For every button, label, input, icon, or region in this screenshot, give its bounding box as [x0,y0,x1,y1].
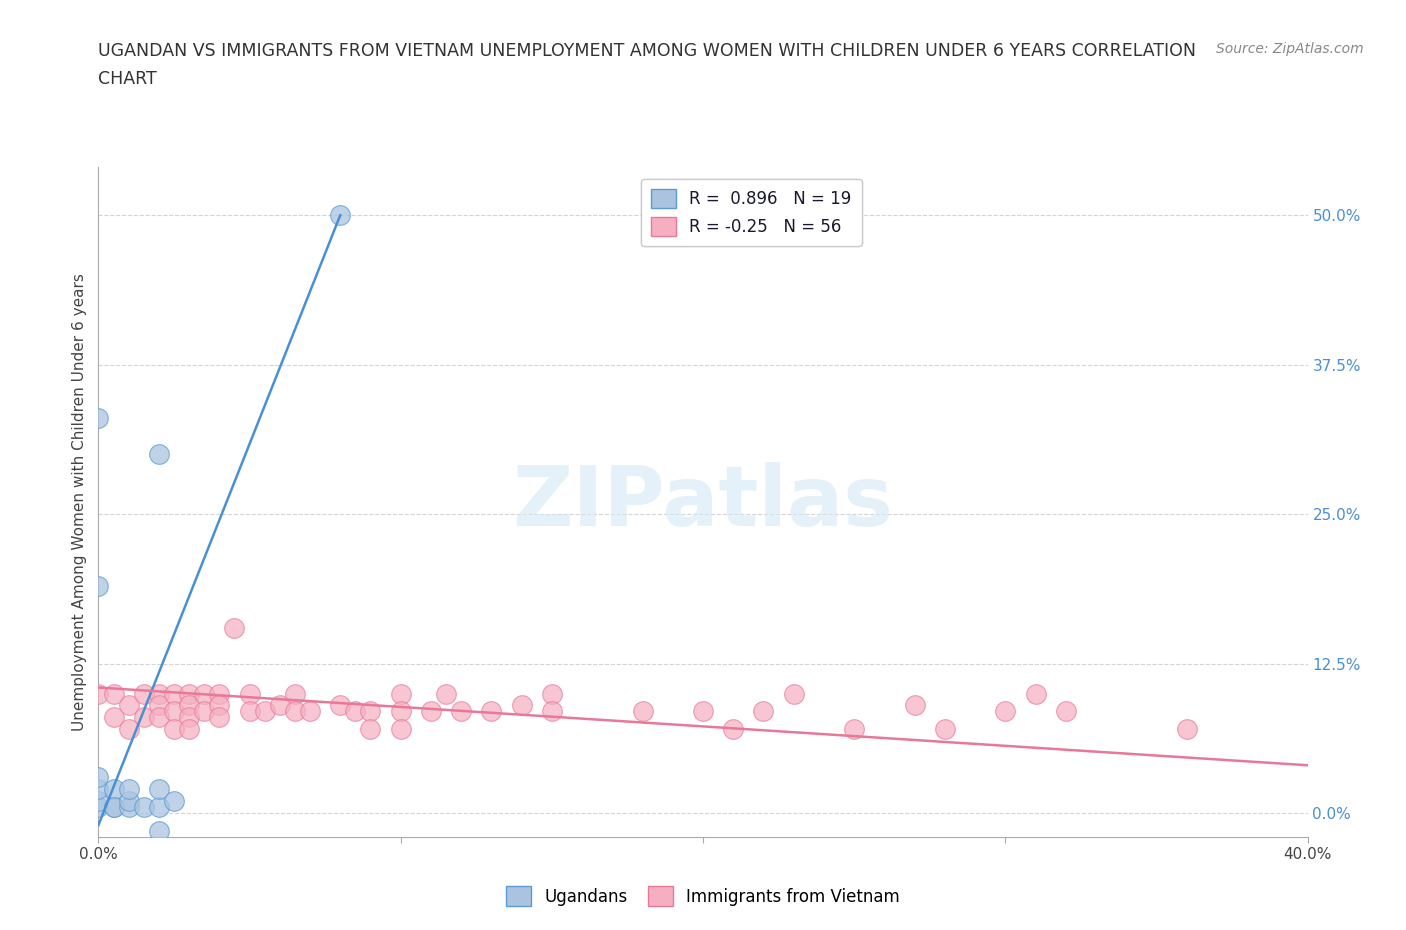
Point [208,686,231,701]
Point [224,620,246,635]
Point [239,686,262,701]
Point [269,698,291,713]
Point [510,698,533,713]
Point [177,710,201,724]
Point [253,704,276,719]
Point [419,704,441,719]
Point [118,722,141,737]
Point [148,824,170,839]
Point [360,722,382,737]
Point [481,704,503,719]
Point [360,704,382,719]
Point [118,793,141,808]
Point [103,686,125,701]
Point [540,704,562,719]
Point [148,800,170,815]
Legend: Ugandans, Immigrants from Vietnam: Ugandans, Immigrants from Vietnam [499,880,907,912]
Point [163,793,186,808]
Point [87,800,110,815]
Text: ZIPatlas: ZIPatlas [513,461,893,543]
Legend: R =  0.896   N = 19, R = -0.25   N = 56: R = 0.896 N = 19, R = -0.25 N = 56 [641,179,862,246]
Point [284,704,307,719]
Point [163,722,186,737]
Point [299,704,322,719]
Point [87,686,110,701]
Point [118,698,141,713]
Point [87,411,110,426]
Point [148,710,170,724]
Point [329,207,352,222]
Text: CHART: CHART [98,70,157,87]
Point [132,800,155,815]
Point [87,578,110,593]
Point [284,686,307,701]
Point [344,704,367,719]
Point [148,782,170,797]
Point [994,704,1017,719]
Point [177,698,201,713]
Point [1175,722,1198,737]
Text: Source: ZipAtlas.com: Source: ZipAtlas.com [1216,42,1364,56]
Point [118,800,141,815]
Point [389,686,412,701]
Y-axis label: Unemployment Among Women with Children Under 6 years: Unemployment Among Women with Children U… [72,273,87,731]
Point [103,800,125,815]
Point [148,686,170,701]
Point [118,782,141,797]
Point [103,800,125,815]
Point [1054,704,1077,719]
Point [208,698,231,713]
Point [87,793,110,808]
Point [103,710,125,724]
Point [208,710,231,724]
Point [904,698,927,713]
Point [132,686,155,701]
Point [721,722,744,737]
Point [132,710,155,724]
Point [631,704,654,719]
Point [389,722,412,737]
Point [692,704,714,719]
Point [934,722,956,737]
Point [163,704,186,719]
Point [103,782,125,797]
Point [177,722,201,737]
Point [752,704,775,719]
Text: UGANDAN VS IMMIGRANTS FROM VIETNAM UNEMPLOYMENT AMONG WOMEN WITH CHILDREN UNDER : UGANDAN VS IMMIGRANTS FROM VIETNAM UNEMP… [98,42,1197,60]
Point [239,704,262,719]
Point [844,722,866,737]
Point [329,698,352,713]
Point [148,447,170,462]
Point [450,704,472,719]
Point [177,686,201,701]
Point [1024,686,1046,701]
Point [389,704,412,719]
Point [540,686,562,701]
Point [163,686,186,701]
Point [193,704,215,719]
Point [148,698,170,713]
Point [193,686,215,701]
Point [434,686,457,701]
Point [87,770,110,785]
Point [782,686,804,701]
Point [87,782,110,797]
